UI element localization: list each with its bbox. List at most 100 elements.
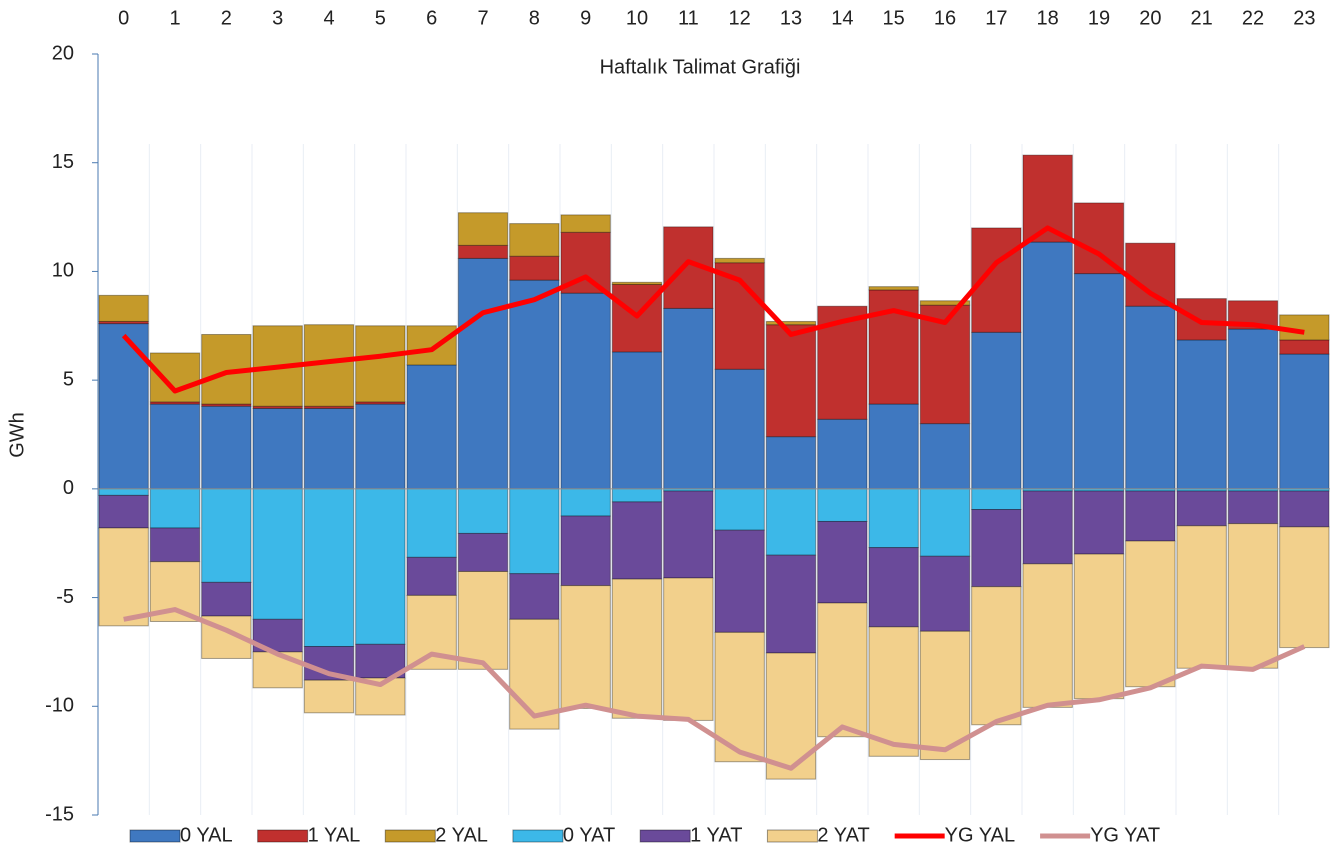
bar — [868, 547, 919, 628]
bar — [868, 626, 919, 757]
bar — [868, 403, 919, 490]
bar — [149, 403, 201, 490]
bar — [149, 352, 201, 403]
x-tick-label: 9 — [580, 7, 591, 29]
bar — [817, 418, 868, 490]
chart-title: Haftalık Talimat Grafiği — [600, 56, 801, 78]
x-tick-label: 15 — [883, 7, 905, 29]
bar — [868, 289, 919, 405]
y-axis-label: GWh — [6, 412, 28, 458]
bar — [714, 488, 765, 531]
bar — [560, 585, 611, 709]
bar — [509, 279, 560, 490]
bar — [919, 488, 971, 557]
x-tick-label: 6 — [426, 7, 437, 29]
bar — [919, 423, 971, 490]
bar — [252, 651, 303, 689]
bar — [1073, 273, 1125, 490]
bar — [611, 501, 663, 580]
bar — [663, 307, 714, 490]
bar — [1227, 328, 1279, 490]
bar — [98, 488, 149, 496]
bar — [765, 436, 817, 490]
y-tick-label: 0 — [63, 477, 74, 499]
legend-label: 1 YAL — [308, 824, 361, 846]
legend-swatch — [512, 829, 564, 843]
x-tick-label: 8 — [529, 7, 540, 29]
bar — [714, 368, 765, 490]
bar — [663, 490, 714, 579]
bar — [611, 488, 663, 503]
bar — [1279, 490, 1330, 528]
bar — [868, 488, 919, 549]
bar — [765, 554, 817, 654]
bar — [714, 529, 765, 633]
bar — [98, 294, 149, 322]
bar — [457, 532, 509, 572]
bar — [1125, 305, 1176, 490]
bar — [149, 488, 201, 529]
bar — [560, 292, 611, 490]
x-tick-label: 23 — [1293, 7, 1315, 29]
bar — [303, 488, 355, 647]
bar — [611, 578, 663, 719]
legend-label: 0 YAT — [563, 824, 615, 846]
bar — [1022, 241, 1073, 490]
x-tick-label: 14 — [831, 7, 853, 29]
bar — [971, 586, 1022, 726]
x-tick-label: 12 — [729, 7, 751, 29]
bar — [201, 581, 252, 617]
y-tick-label: 20 — [52, 42, 74, 64]
bar — [98, 323, 149, 490]
x-tick-label: 10 — [626, 7, 648, 29]
bar — [1279, 526, 1330, 649]
x-tick-label: 18 — [1037, 7, 1059, 29]
legend-label: YG YAL — [945, 824, 1015, 846]
bar — [1176, 298, 1227, 341]
x-tick-label: 17 — [985, 7, 1007, 29]
x-tick-label: 3 — [272, 7, 283, 29]
bar — [765, 320, 817, 326]
bar — [509, 255, 560, 281]
bar — [919, 555, 971, 632]
bar — [149, 527, 201, 563]
bar — [1176, 490, 1227, 527]
legend-label: 0 YAL — [180, 824, 233, 846]
bar — [765, 488, 817, 556]
bar — [98, 494, 149, 529]
y-tick-label: 15 — [52, 151, 74, 173]
bar — [1125, 540, 1176, 688]
bar — [1022, 563, 1073, 708]
x-tick-label: 5 — [375, 7, 386, 29]
bar — [303, 407, 355, 490]
x-tick-label: 2 — [221, 7, 232, 29]
line-series — [121, 225, 1305, 394]
x-tick-label: 7 — [477, 7, 488, 29]
bar — [971, 331, 1022, 490]
bar — [817, 488, 868, 522]
bar — [611, 281, 663, 285]
legend-label: 2 YAL — [435, 824, 488, 846]
bar — [663, 577, 714, 721]
y-tick-label: 5 — [63, 368, 74, 390]
bar — [406, 325, 457, 366]
bar — [971, 509, 1022, 588]
legend-swatch — [766, 829, 818, 843]
x-tick-label: 20 — [1139, 7, 1161, 29]
bar — [817, 602, 868, 738]
bar — [457, 570, 509, 670]
legend-swatch — [257, 829, 309, 843]
bar — [406, 556, 457, 596]
x-tick-label: 16 — [934, 7, 956, 29]
bar — [765, 324, 817, 438]
bar — [560, 515, 611, 587]
bar — [1227, 523, 1279, 669]
bar — [1176, 339, 1227, 490]
bar — [457, 488, 509, 534]
bar — [509, 573, 560, 620]
bar — [868, 286, 919, 291]
bar — [1227, 490, 1279, 525]
bar — [406, 488, 457, 558]
bar — [1176, 525, 1227, 669]
